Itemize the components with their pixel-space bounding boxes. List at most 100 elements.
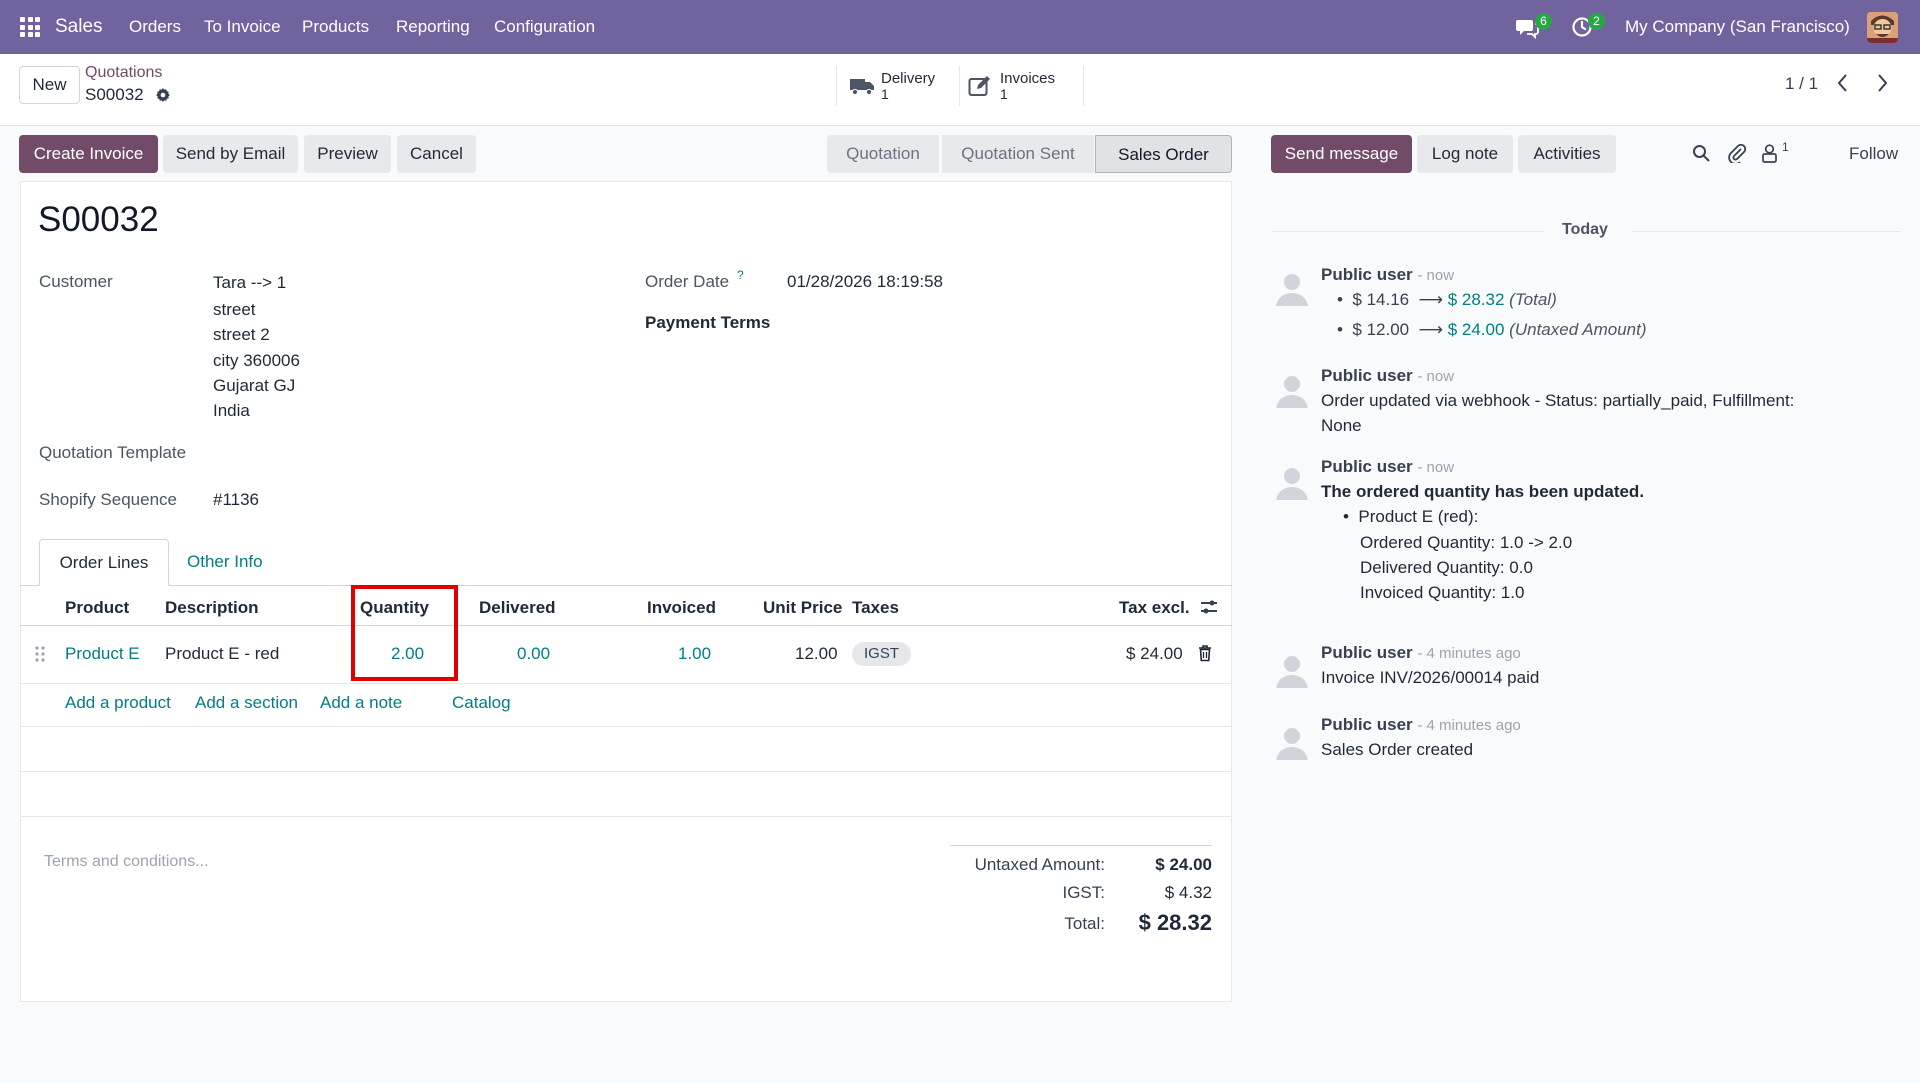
add-product-link[interactable]: Add a product xyxy=(65,693,171,712)
line-product[interactable]: Product E xyxy=(65,644,140,663)
col-product[interactable]: Product xyxy=(65,598,130,617)
empty-row-divider-3 xyxy=(20,816,1232,817)
total-label: Total: xyxy=(1064,914,1105,933)
col-invoiced[interactable]: Invoiced xyxy=(647,598,716,617)
message-author[interactable]: Public user xyxy=(1321,457,1413,476)
chevron-left-icon[interactable] xyxy=(1836,72,1850,99)
tab-order-lines-label: Order Lines xyxy=(59,553,149,572)
empty-row-divider-1 xyxy=(20,726,1232,727)
avatar[interactable] xyxy=(1271,462,1313,504)
avatar[interactable] xyxy=(1271,370,1313,412)
paperclip-icon[interactable] xyxy=(1727,143,1747,168)
col-quantity[interactable]: Quantity xyxy=(360,598,429,617)
cancel-button[interactable]: Cancel xyxy=(397,135,476,173)
line-invoiced[interactable]: 1.00 xyxy=(678,644,712,663)
shopify-sequence-label: Shopify Sequence xyxy=(39,490,177,509)
message-header: Public user - now xyxy=(1321,265,1454,285)
avatar[interactable] xyxy=(1271,722,1313,764)
catalog-link[interactable]: Catalog xyxy=(452,693,511,712)
message-header: Public user - now xyxy=(1321,366,1454,386)
customer-link[interactable]: Tara --> 1 xyxy=(213,273,287,292)
order-date-value[interactable]: 01/28/2026 18:19:58 xyxy=(787,272,943,291)
line-delivered[interactable]: 0.00 xyxy=(517,644,551,663)
create-invoice-button[interactable]: Create Invoice xyxy=(19,135,158,173)
message-time: - now xyxy=(1417,368,1455,385)
avatar[interactable] xyxy=(1271,650,1313,692)
col-delivered[interactable]: Delivered xyxy=(479,598,556,617)
message-line: Invoiced Quantity: 1.0 xyxy=(1360,583,1525,602)
invoice-edit-icon xyxy=(968,75,994,102)
delivery-count: 1 xyxy=(881,86,889,102)
empty-row-divider-2 xyxy=(20,771,1232,772)
invoices-label: Invoices xyxy=(1000,70,1056,87)
optional-columns-icon[interactable] xyxy=(1200,598,1218,621)
status-sales-order[interactable]: Sales Order xyxy=(1095,135,1232,173)
pager-value[interactable]: 1 / 1 xyxy=(1785,74,1819,93)
line-subtotal: $ 24.00 xyxy=(1126,644,1183,663)
add-section-link[interactable]: Add a section xyxy=(195,693,299,712)
message-author[interactable]: Public user xyxy=(1321,265,1413,284)
message-header: Public user - 4 minutes ago xyxy=(1321,643,1521,663)
company-switcher[interactable]: My Company (San Francisco) xyxy=(1625,17,1850,36)
delivery-smart-button[interactable]: Delivery 1 xyxy=(836,66,960,106)
add-note-link[interactable]: Add a note xyxy=(320,693,403,712)
send-by-email-button[interactable]: Send by Email xyxy=(163,135,298,173)
date-line-left xyxy=(1271,231,1544,232)
menu-to-invoice[interactable]: To Invoice xyxy=(204,17,281,36)
tracking-field: (Total) xyxy=(1509,290,1557,309)
user-avatar[interactable] xyxy=(1867,12,1898,43)
quantity-highlight-box xyxy=(351,585,458,681)
menu-products[interactable]: Products xyxy=(302,17,370,36)
totals-divider xyxy=(950,845,1212,846)
activities-button[interactable]: Activities xyxy=(1518,135,1616,173)
message-author[interactable]: Public user xyxy=(1321,366,1413,385)
order-date-help-icon[interactable]: ? xyxy=(737,268,744,282)
apps-menu-icon[interactable] xyxy=(20,17,40,37)
status-quotation[interactable]: Quotation xyxy=(827,135,939,173)
activities-badge: 2 xyxy=(1588,13,1605,30)
tab-order-lines[interactable]: Order Lines xyxy=(39,539,169,586)
chevron-right-icon[interactable] xyxy=(1875,72,1889,99)
tax-tag[interactable]: IGST xyxy=(852,642,912,666)
preview-button[interactable]: Preview xyxy=(304,135,391,173)
message-bullet: • Product E (red): xyxy=(1343,507,1479,526)
send-message-button[interactable]: Send message xyxy=(1271,135,1412,173)
menu-reporting[interactable]: Reporting xyxy=(396,17,470,36)
search-icon[interactable] xyxy=(1692,144,1711,168)
log-note-button[interactable]: Log note xyxy=(1417,135,1513,173)
follow-button[interactable]: Follow xyxy=(1849,144,1899,163)
app-name[interactable]: Sales xyxy=(55,16,103,37)
tab-other-info[interactable]: Other Info xyxy=(187,552,263,571)
untaxed-label: Untaxed Amount: xyxy=(974,855,1105,874)
drag-handle-icon[interactable] xyxy=(34,645,46,668)
message-author[interactable]: Public user xyxy=(1321,715,1413,734)
menu-configuration[interactable]: Configuration xyxy=(494,17,596,36)
col-taxes[interactable]: Taxes xyxy=(852,598,899,617)
address-state: Gujarat GJ xyxy=(213,376,296,395)
message-author[interactable]: Public user xyxy=(1321,643,1413,662)
message-line: Ordered Quantity: 1.0 -> 2.0 xyxy=(1360,533,1573,552)
col-tax-excl[interactable]: Tax excl. xyxy=(1119,598,1190,617)
breadcrumb-quotations[interactable]: Quotations xyxy=(85,64,163,81)
line-unit-price[interactable]: 12.00 xyxy=(795,644,838,663)
menu-orders[interactable]: Orders xyxy=(129,17,181,36)
address-line-2: street 2 xyxy=(213,325,270,344)
terms-input[interactable]: Terms and conditions... xyxy=(44,853,209,870)
message-time: - 4 minutes ago xyxy=(1417,645,1521,662)
col-description[interactable]: Description xyxy=(165,598,259,617)
invoices-smart-button[interactable]: Invoices 1 xyxy=(960,66,1084,106)
tracking-line-2: • $ 12.00 ⟶ $ 24.00 (Untaxed Amount) xyxy=(1337,320,1647,339)
address-country: India xyxy=(213,401,250,420)
new-button[interactable]: New xyxy=(19,66,80,104)
tax-label: IGST: xyxy=(1062,883,1105,902)
avatar[interactable] xyxy=(1271,268,1313,310)
message-heading: The ordered quantity has been updated. xyxy=(1321,482,1645,501)
line-description[interactable]: Product E - red xyxy=(165,644,280,663)
message-body: Order updated via webhook - Status: part… xyxy=(1321,391,1795,410)
status-quotation-sent[interactable]: Quotation Sent xyxy=(942,135,1094,173)
trash-icon[interactable] xyxy=(1198,645,1212,667)
col-unit-price[interactable]: Unit Price xyxy=(763,598,843,617)
gear-icon[interactable] xyxy=(155,87,171,103)
line-quantity[interactable]: 2.00 xyxy=(391,644,425,663)
followers-icon[interactable] xyxy=(1761,144,1778,168)
